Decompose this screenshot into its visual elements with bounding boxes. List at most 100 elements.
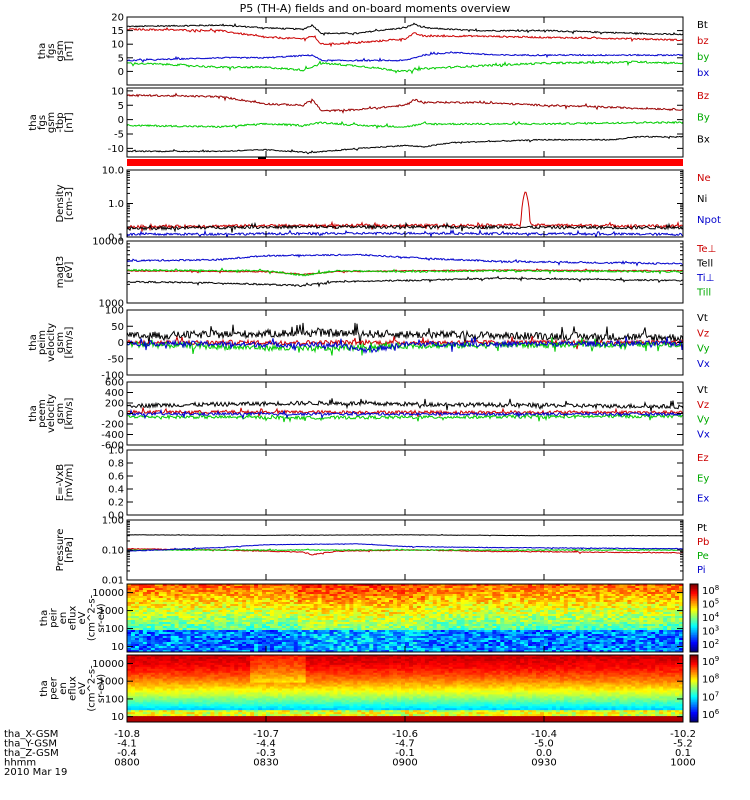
colorbar-label: 108: [702, 673, 719, 686]
series-line-pressure-2: [127, 548, 683, 552]
ytick-label: 200: [105, 399, 124, 410]
colorbar-label: 103: [702, 625, 719, 638]
ytick-label: -400: [101, 430, 124, 441]
legend-peem_velocity-1: Vz: [697, 400, 709, 411]
ytick-label: 10: [111, 86, 124, 97]
xtick-label: -4.1: [117, 739, 137, 750]
colorbar-label: 105: [702, 598, 719, 611]
ytick-label: 0.2: [108, 498, 124, 509]
legend-peim_velocity-2: Vy: [697, 344, 710, 355]
ytick-label: -100: [101, 371, 124, 382]
series-line-fgs_gsm-0: [127, 22, 683, 37]
colorbar-label: 108: [702, 584, 719, 597]
orbit-bar: [127, 159, 683, 166]
panel-frame: [126, 449, 684, 516]
orbit-marker: [258, 157, 266, 159]
xtick-label: 0900: [392, 758, 417, 769]
legend-temperature-3: Till: [696, 288, 711, 299]
ytick-label: 0.10: [102, 546, 124, 557]
ytick-label: -10: [108, 144, 124, 155]
legend-density-2: Npot: [697, 215, 721, 226]
ytick-label: 0.8: [108, 459, 124, 470]
xaxis-row-label: hhmm: [4, 758, 36, 769]
ytick-label: 0.0: [108, 511, 124, 522]
ylabel-fgs_gsm_tbp: thafgsgsm-tbp[nT]: [28, 112, 75, 133]
ylabel-peir_en_eflux: thapeirenefluxeV(cm^2-s-sr-eV): [39, 594, 107, 641]
xtick-label: -4.4: [256, 739, 276, 750]
xtick-label: -4.7: [395, 739, 415, 750]
series-line-temperature-2: [127, 253, 683, 267]
spectrogram-peer_en_eflux: 10000 1000 100 10 thapeerenefluxeV(cm^2-s-sr…: [39, 654, 720, 723]
legend-temperature-2: Ti⊥: [696, 273, 714, 284]
legend-density-1: Ni: [697, 194, 707, 205]
colorbar-label: 109: [702, 655, 719, 668]
series-line-fgs_gsm-1: [127, 27, 683, 48]
ylabel-temperature: magt3[eV]: [55, 256, 75, 289]
legend-peem_velocity-0: Vt: [697, 385, 708, 396]
xtick-label: 1000: [670, 758, 695, 769]
ytick-label: 100: [105, 624, 124, 635]
xtick-label: -0.4: [117, 748, 137, 759]
ytick-label: -600: [101, 441, 124, 452]
xtick-label: -10.7: [253, 729, 279, 740]
ylabel-e_vxb: E=-VxB[mV/m]: [55, 464, 75, 502]
series-line-density-1: [127, 221, 683, 233]
series-line-temperature-0: [127, 268, 683, 276]
ytick-label: 10: [111, 712, 124, 723]
xtick-label: -10.6: [392, 729, 418, 740]
panel-density: Ne Ni Npot 10.0 1.0 0.1 Density[cm-3]: [55, 166, 721, 244]
date-label: 2010 Mar 19: [4, 767, 67, 778]
ytick-label: 10000: [92, 659, 124, 670]
ytick-label: 1000: [99, 606, 124, 617]
colorbar-label: 107: [702, 690, 719, 703]
legend-peem_velocity-2: Vy: [697, 415, 710, 426]
xtick-label: -10.4: [531, 729, 557, 740]
legend-fgs_gsm-2: by: [697, 52, 709, 63]
panel-fgs_gsm_tbp: Bz By Bx 10 5 0 -5 -10 thafgsgsm-tbp[nT]: [28, 86, 710, 158]
ylabel-density: Density[cm-3]: [55, 184, 75, 222]
series-line-density-0: [127, 191, 683, 232]
legend-temperature-1: Tell: [696, 259, 713, 270]
xtick-label: 0.1: [675, 748, 691, 759]
xaxis-row-label: tha_X-GSM: [4, 729, 58, 740]
panel-temperature: Te⊥ Tell Ti⊥ Till 10000 1000 magt3[eV]: [55, 237, 716, 310]
ylabel-peem_velocity: thapeemvelocitygsm[km/s]: [28, 394, 75, 433]
legend-fgs_gsm-1: bz: [697, 36, 709, 47]
series-line-peem_velocity-3: [127, 408, 683, 420]
ytick-label: 20: [111, 13, 124, 24]
colorbar-label: 106: [702, 708, 720, 721]
ytick-label: 0: [118, 409, 124, 420]
series-line-peem_velocity-2: [127, 410, 683, 423]
series-line-temperature-3: [127, 267, 683, 277]
legend-pressure-0: Pt: [697, 523, 707, 534]
panel-frame: [126, 87, 684, 158]
series-line-fgs_gsm-3: [127, 59, 683, 75]
ytick-label: 100: [105, 306, 124, 317]
xaxis-row-label: tha_Z-GSM: [4, 748, 59, 759]
panel-e_vxb: Ez Ey Ex 1.0 0.8 0.6 0.4 0.2 0.0 E=-VxB[mV/m]: [55, 446, 709, 522]
series-line-pressure-3: [127, 543, 683, 552]
legend-e_vxb-2: Ex: [697, 494, 709, 505]
legend-peim_velocity-0: Vt: [697, 313, 708, 324]
ytick-label: 10000: [92, 588, 124, 599]
legend-fgs_gsm_tbp-1: By: [697, 113, 710, 124]
xtick-label: -10.2: [670, 729, 696, 740]
series-line-peem_velocity-0: [127, 398, 683, 412]
ytick-label: 400: [105, 388, 124, 399]
xtick-label: 0930: [531, 758, 556, 769]
ytick-label: 10000: [92, 237, 124, 248]
series-line-fgs_gsm-2: [127, 51, 683, 63]
ytick-label: 100: [105, 694, 124, 705]
panel-pressure: Pt Pb Pe Pi 1.00 0.10 0.01 Pressure[nPa]: [55, 516, 709, 587]
series-line-fgs_gsm_tbp-0: [127, 92, 683, 114]
colorbar-label: 102: [702, 638, 719, 651]
panel-fgs_gsm: Bt bz by bx 20 15 10 5 0 thafgsgsm[nT]: [37, 13, 709, 86]
xtick-label: -0.3: [256, 748, 276, 759]
series-line-pressure-0: [127, 534, 683, 537]
xtick-label: 0830: [253, 758, 278, 769]
ytick-label: 0.1: [108, 233, 124, 244]
ytick-label: 0: [118, 115, 124, 126]
legend-fgs_gsm_tbp-2: Bx: [697, 134, 710, 145]
xtick-label: -10.8: [114, 729, 140, 740]
